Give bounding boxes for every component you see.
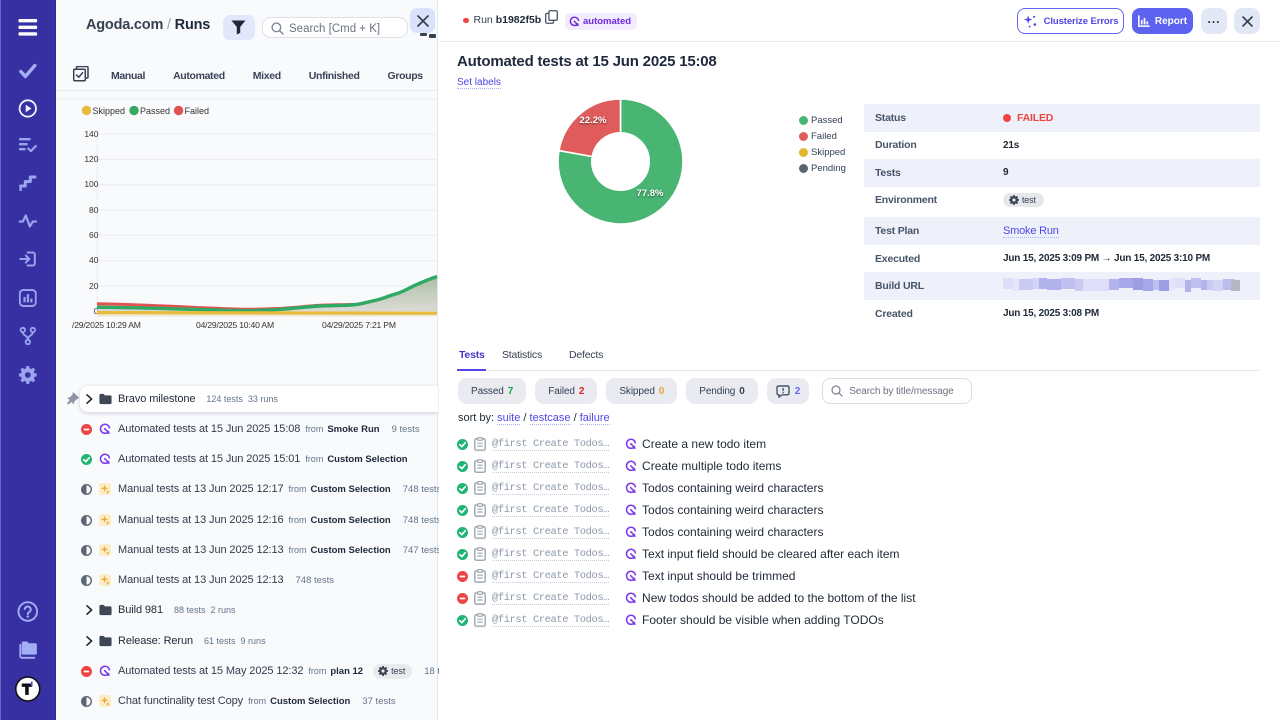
svg-text:/29/2025 10:29 AM: /29/2025 10:29 AM bbox=[72, 320, 141, 330]
svg-text:Passed: Passed bbox=[140, 106, 170, 116]
svg-text:04/29/2025 7:21 PM: 04/29/2025 7:21 PM bbox=[322, 320, 396, 330]
svg-text:40: 40 bbox=[89, 255, 99, 265]
svg-text:80: 80 bbox=[89, 205, 99, 215]
svg-text:20: 20 bbox=[89, 281, 99, 291]
svg-text:100: 100 bbox=[84, 179, 98, 189]
svg-text:140: 140 bbox=[84, 129, 98, 139]
svg-text:Failed: Failed bbox=[185, 106, 210, 116]
svg-text:120: 120 bbox=[84, 154, 98, 164]
svg-text:0: 0 bbox=[94, 306, 99, 316]
svg-text:Skipped: Skipped bbox=[93, 106, 126, 116]
svg-text:04/29/2025 10:40 AM: 04/29/2025 10:40 AM bbox=[196, 320, 274, 330]
svg-text:60: 60 bbox=[89, 230, 99, 240]
